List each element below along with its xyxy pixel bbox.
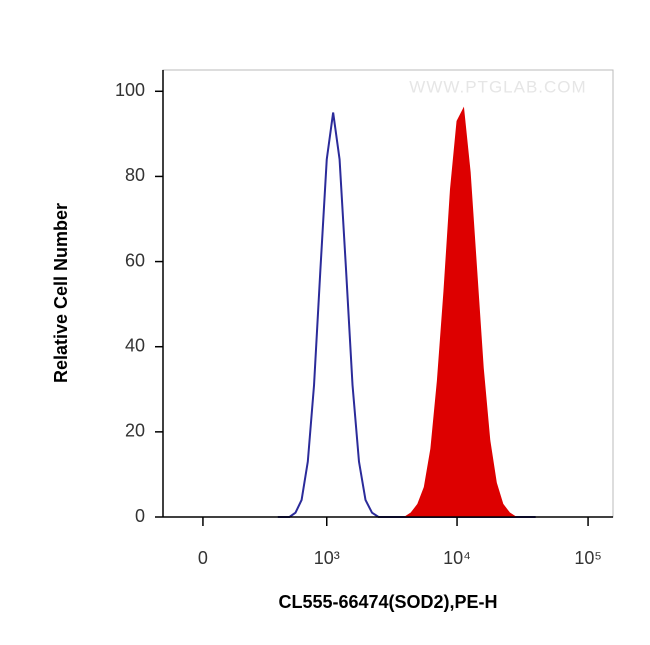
y-tick-label: 40 — [125, 335, 145, 355]
histogram-line — [277, 112, 536, 518]
y-tick-label: 20 — [125, 421, 145, 441]
x-tick-label: 10⁵ — [574, 548, 601, 568]
y-axis-title: Relative Cell Number — [51, 203, 71, 383]
watermark: WWW.PTGLAB.COM — [409, 77, 586, 96]
y-tick-label: 80 — [125, 165, 145, 185]
histogram-area — [277, 106, 536, 518]
x-tick-label: 10⁴ — [443, 548, 471, 568]
y-tick-label: 0 — [135, 506, 145, 526]
y-tick-label: 60 — [125, 250, 145, 270]
plot-frame — [162, 69, 614, 518]
x-axis-title: CL555-66474(SOD2),PE-H — [278, 592, 497, 612]
y-tick-label: 100 — [115, 80, 145, 100]
x-tick-label: 0 — [198, 548, 208, 568]
x-tick-label: 10³ — [314, 548, 340, 568]
